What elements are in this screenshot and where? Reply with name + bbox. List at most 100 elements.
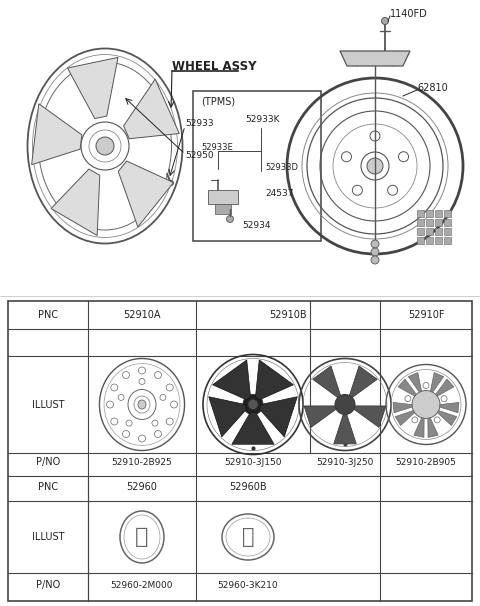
Polygon shape: [118, 161, 173, 227]
Bar: [444, 228, 451, 235]
Circle shape: [129, 125, 137, 133]
Circle shape: [335, 395, 355, 415]
Bar: [208, 190, 238, 204]
Circle shape: [152, 420, 158, 426]
Circle shape: [139, 379, 145, 384]
Circle shape: [155, 371, 161, 379]
Bar: [417, 237, 424, 244]
Polygon shape: [396, 410, 415, 425]
Circle shape: [398, 152, 408, 162]
Bar: [193, 91, 321, 241]
Bar: [417, 210, 424, 217]
Polygon shape: [354, 406, 386, 427]
Text: Ⓗ: Ⓗ: [135, 527, 149, 547]
Circle shape: [370, 131, 380, 141]
Text: 52910-3J150: 52910-3J150: [224, 458, 282, 467]
Bar: [426, 228, 433, 235]
Polygon shape: [51, 169, 100, 236]
Circle shape: [434, 417, 440, 423]
Circle shape: [139, 435, 145, 442]
Text: 52910F: 52910F: [408, 310, 444, 320]
Text: PNC: PNC: [38, 310, 58, 320]
Polygon shape: [440, 402, 459, 413]
Circle shape: [390, 60, 396, 66]
Text: 62810: 62810: [417, 83, 448, 93]
Bar: [444, 210, 451, 217]
Circle shape: [96, 137, 114, 155]
Bar: [435, 228, 442, 235]
Polygon shape: [428, 418, 438, 438]
Bar: [417, 219, 424, 226]
Polygon shape: [255, 360, 293, 400]
Circle shape: [371, 256, 379, 264]
Polygon shape: [393, 402, 412, 413]
Bar: [435, 237, 442, 244]
Polygon shape: [436, 379, 454, 396]
Circle shape: [388, 185, 397, 195]
Text: 52960: 52960: [127, 482, 157, 491]
Polygon shape: [340, 51, 410, 66]
Bar: [426, 237, 433, 244]
Bar: [435, 219, 442, 226]
Circle shape: [350, 53, 356, 59]
Polygon shape: [123, 79, 179, 139]
Polygon shape: [414, 418, 424, 438]
Polygon shape: [349, 366, 377, 398]
Circle shape: [126, 420, 132, 426]
Circle shape: [227, 216, 233, 222]
Circle shape: [441, 396, 447, 402]
Circle shape: [118, 395, 124, 401]
Polygon shape: [431, 373, 444, 392]
Text: 52910A: 52910A: [123, 310, 161, 320]
Circle shape: [341, 152, 351, 162]
Bar: [215, 204, 231, 214]
Polygon shape: [334, 415, 356, 444]
Circle shape: [248, 399, 258, 410]
Bar: [417, 228, 424, 235]
Circle shape: [160, 395, 166, 401]
Text: ILLUST: ILLUST: [32, 399, 64, 410]
Text: 52950: 52950: [185, 152, 214, 161]
Text: 52933: 52933: [185, 119, 214, 127]
Circle shape: [354, 60, 360, 66]
Circle shape: [155, 430, 161, 438]
Circle shape: [107, 401, 113, 408]
Polygon shape: [312, 366, 341, 398]
Polygon shape: [304, 406, 336, 427]
Text: 52960-2M000: 52960-2M000: [111, 581, 173, 590]
Circle shape: [111, 418, 118, 425]
Circle shape: [166, 384, 173, 391]
Polygon shape: [232, 412, 274, 444]
Text: (TPMS): (TPMS): [201, 96, 235, 106]
Text: 52934: 52934: [242, 221, 271, 230]
Ellipse shape: [138, 400, 146, 409]
Circle shape: [69, 137, 77, 145]
Circle shape: [405, 396, 411, 402]
Polygon shape: [32, 104, 82, 165]
Circle shape: [423, 382, 429, 388]
Text: 52933D: 52933D: [265, 164, 298, 173]
Text: 52933E: 52933E: [201, 144, 233, 153]
Polygon shape: [437, 410, 456, 425]
Text: PNC: PNC: [38, 482, 58, 491]
Text: 24537: 24537: [265, 188, 293, 198]
Text: 52933K: 52933K: [246, 115, 280, 124]
Polygon shape: [398, 379, 416, 396]
Text: 52910-2B925: 52910-2B925: [112, 458, 172, 467]
Text: ILLUST: ILLUST: [32, 532, 64, 542]
Circle shape: [122, 430, 130, 438]
Bar: [444, 237, 451, 244]
Circle shape: [111, 384, 118, 391]
Bar: [426, 219, 433, 226]
Circle shape: [394, 53, 400, 59]
Circle shape: [382, 18, 388, 24]
Polygon shape: [408, 373, 421, 392]
Text: WHEEL ASSY: WHEEL ASSY: [172, 59, 256, 73]
Polygon shape: [213, 360, 251, 400]
Text: 52910B: 52910B: [269, 310, 307, 320]
Text: Ⓗ: Ⓗ: [242, 527, 254, 547]
Circle shape: [170, 401, 178, 408]
Circle shape: [122, 371, 130, 379]
Ellipse shape: [222, 514, 274, 560]
Polygon shape: [68, 58, 118, 119]
